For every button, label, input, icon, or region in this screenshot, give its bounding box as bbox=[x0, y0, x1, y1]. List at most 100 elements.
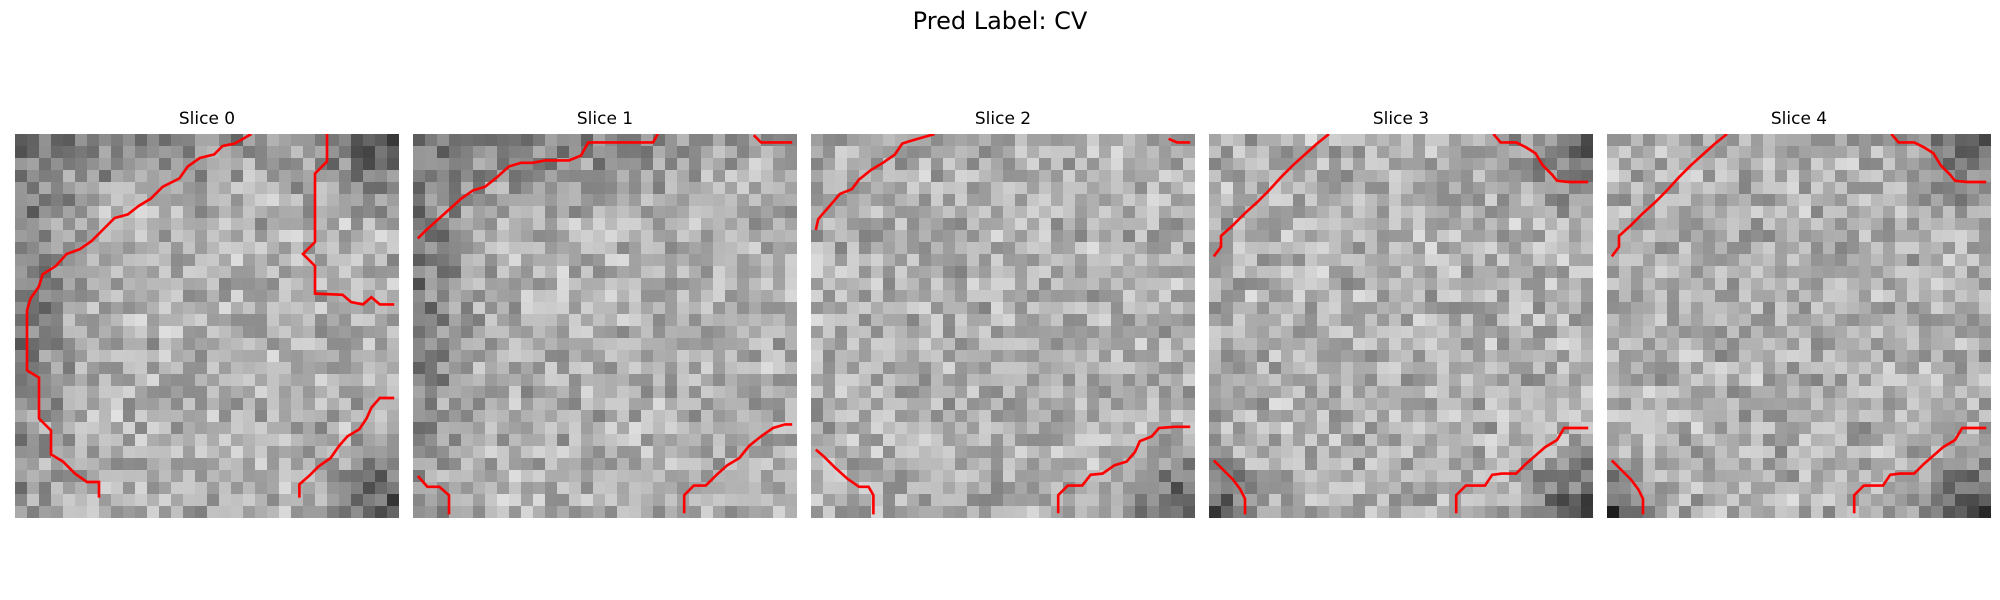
pixel-cell bbox=[1075, 434, 1088, 447]
pixel-cell bbox=[653, 230, 666, 243]
pixel-cell bbox=[593, 302, 606, 315]
pixel-cell bbox=[87, 230, 100, 243]
pixel-cell bbox=[1087, 158, 1100, 171]
pixel-cell bbox=[39, 326, 52, 339]
pixel-cell bbox=[243, 158, 256, 171]
pixel-cell bbox=[1413, 398, 1426, 411]
pixel-cell bbox=[231, 338, 244, 351]
pixel-cell bbox=[1871, 278, 1884, 291]
pixel-cell bbox=[375, 470, 388, 483]
pixel-cell bbox=[883, 242, 896, 255]
pixel-cell bbox=[327, 398, 340, 411]
pixel-cell bbox=[1895, 314, 1908, 327]
pixel-cell bbox=[1437, 482, 1450, 495]
pixel-cell bbox=[351, 410, 364, 423]
pixel-cell bbox=[1715, 302, 1728, 315]
pixel-cell bbox=[1545, 422, 1558, 435]
pixel-cell bbox=[1715, 254, 1728, 267]
pixel-cell bbox=[1293, 506, 1306, 518]
pixel-cell bbox=[569, 134, 582, 147]
pixel-cell bbox=[1581, 386, 1593, 399]
pixel-cell bbox=[1715, 374, 1728, 387]
pixel-cell bbox=[1027, 506, 1040, 518]
pixel-cell bbox=[1245, 374, 1258, 387]
pixel-cell bbox=[1341, 386, 1354, 399]
contour-line bbox=[682, 423, 793, 514]
pixel-cell bbox=[1533, 386, 1546, 399]
pixel-cell bbox=[1245, 254, 1258, 267]
pixel-cell bbox=[919, 302, 932, 315]
pixel-cell bbox=[1377, 230, 1390, 243]
pixel-cell bbox=[1473, 146, 1486, 159]
pixel-cell bbox=[1449, 434, 1462, 447]
pixel-cell bbox=[1679, 266, 1692, 279]
pixel-cell bbox=[1509, 410, 1522, 423]
pixel-cell bbox=[1799, 182, 1812, 195]
pixel-cell bbox=[749, 470, 762, 483]
pixel-cell bbox=[363, 506, 376, 518]
pixel-cell bbox=[521, 302, 534, 315]
pixel-cell bbox=[955, 134, 968, 147]
pixel-cell bbox=[1557, 242, 1570, 255]
pixel-cell bbox=[835, 158, 848, 171]
pixel-cell bbox=[1739, 374, 1752, 387]
pixel-cell bbox=[1171, 446, 1184, 459]
pixel-cell bbox=[207, 386, 220, 399]
pixel-cell bbox=[943, 350, 956, 363]
pixel-cell bbox=[509, 194, 522, 207]
pixel-cell bbox=[1111, 146, 1124, 159]
pixel-cell bbox=[1485, 254, 1498, 267]
pixel-cell bbox=[111, 350, 124, 363]
pixel-cell bbox=[1967, 134, 1980, 147]
pixel-cell bbox=[1147, 218, 1160, 231]
pixel-cell bbox=[75, 446, 88, 459]
pixel-cell bbox=[1787, 422, 1800, 435]
pixel-cell bbox=[1027, 158, 1040, 171]
pixel-cell bbox=[413, 254, 426, 267]
pixel-cell bbox=[207, 290, 220, 303]
pixel-cell bbox=[1281, 470, 1294, 483]
pixel-cell bbox=[737, 194, 750, 207]
pixel-cell bbox=[255, 254, 268, 267]
pixel-cell bbox=[1365, 386, 1378, 399]
pixel-cell bbox=[1269, 506, 1282, 518]
pixel-cell bbox=[835, 134, 848, 147]
pixel-cell bbox=[1679, 374, 1692, 387]
pixel-cell bbox=[219, 290, 232, 303]
pixel-cell bbox=[1245, 506, 1258, 518]
pixel-cell bbox=[1425, 230, 1438, 243]
pixel-cell bbox=[327, 422, 340, 435]
pixel-cell bbox=[557, 494, 570, 507]
pixel-cell bbox=[1257, 242, 1270, 255]
pixel-cell bbox=[725, 338, 738, 351]
pixel-cell bbox=[1883, 386, 1896, 399]
pixel-cell bbox=[1425, 254, 1438, 267]
pixel-cell bbox=[63, 422, 76, 435]
pixel-cell bbox=[943, 494, 956, 507]
pixel-cell bbox=[1183, 290, 1195, 303]
pixel-cell bbox=[1955, 134, 1968, 147]
pixel-cell bbox=[907, 170, 920, 183]
pixel-cell bbox=[677, 434, 690, 447]
pixel-cell bbox=[1631, 158, 1644, 171]
pixel-cell bbox=[1979, 146, 1991, 159]
pixel-cell bbox=[1739, 386, 1752, 399]
pixel-cell bbox=[99, 482, 112, 495]
pixel-cell bbox=[533, 422, 546, 435]
pixel-cell bbox=[641, 134, 654, 147]
pixel-cell bbox=[1727, 374, 1740, 387]
pixel-cell bbox=[1437, 278, 1450, 291]
pixel-cell bbox=[1015, 254, 1028, 267]
pixel-cell bbox=[1859, 398, 1872, 411]
pixel-cell bbox=[1353, 434, 1366, 447]
pixel-cell bbox=[991, 134, 1004, 147]
pixel-cell bbox=[1823, 266, 1836, 279]
pixel-cell bbox=[1775, 230, 1788, 243]
pixel-cell bbox=[1039, 194, 1052, 207]
pixel-cell bbox=[1569, 434, 1582, 447]
pixel-cell bbox=[1473, 350, 1486, 363]
pixel-cell bbox=[1449, 290, 1462, 303]
pixel-cell bbox=[521, 458, 534, 471]
pixel-cell bbox=[1859, 278, 1872, 291]
pixel-cell bbox=[1317, 374, 1330, 387]
